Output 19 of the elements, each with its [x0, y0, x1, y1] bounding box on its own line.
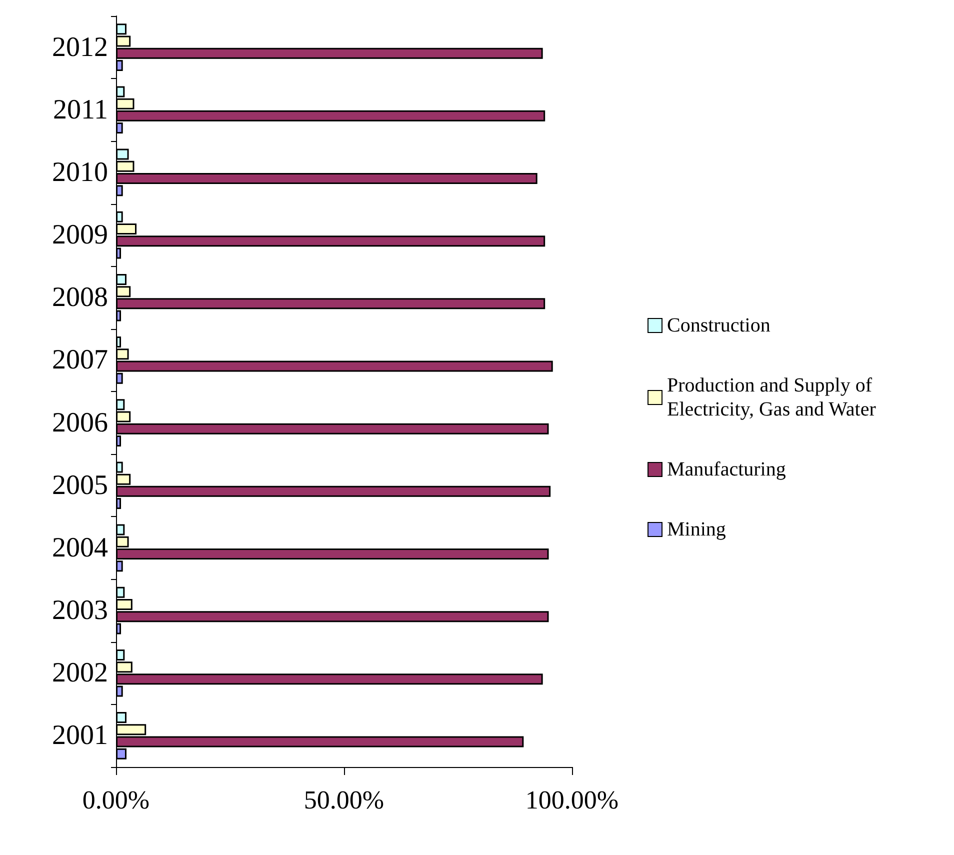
x-tick-label: 100.00% [525, 786, 619, 814]
x-tick-label: 0.00% [82, 786, 150, 814]
legend-label: Production and Supply of Electricity, Gas and Water [667, 374, 877, 420]
y-tick-label: 2011 [53, 94, 108, 126]
legend-label: Construction [667, 314, 770, 336]
y-tick-label: 2006 [52, 407, 108, 438]
y-tick-label: 2010 [52, 156, 108, 188]
x-tick-label: 50.00% [304, 786, 384, 814]
y-tick-label: 2007 [52, 344, 108, 376]
y-tick-label: 2009 [52, 220, 108, 251]
y-tick-label: 2008 [52, 282, 108, 314]
y-tick-label: 2004 [52, 532, 108, 564]
y-tick-label: 2001 [52, 720, 108, 752]
legend-label: Mining [667, 518, 726, 540]
y-tick-label: 2002 [52, 658, 108, 689]
y-tick-label: 2012 [52, 32, 108, 63]
legend-label: Manufacturing [667, 458, 786, 480]
y-tick-label: 2005 [52, 470, 108, 501]
y-tick-label: 2003 [52, 595, 108, 626]
